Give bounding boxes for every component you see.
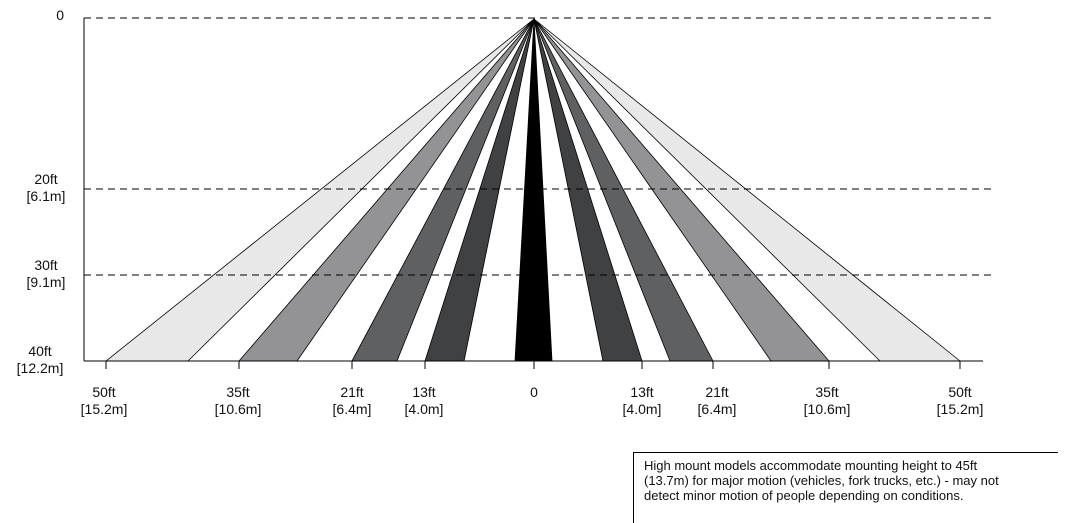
distance-ticks	[105, 361, 961, 369]
distance-label: 0	[530, 384, 538, 400]
height-labels: 0 20ft [6.1m] 30ft [9.1m] 40ft [12.2m]	[17, 7, 66, 376]
height-label-line: 20ft	[34, 171, 57, 187]
distance-label-line: [15.2m]	[81, 401, 128, 417]
distance-label-line: 13ft	[412, 384, 435, 400]
note-line: (13.7m) for major motion (vehicles, fork…	[644, 473, 999, 488]
distance-label-line: [6.4m]	[333, 401, 372, 417]
distance-label-line: 50ft	[948, 384, 971, 400]
height-label: 0	[56, 7, 64, 23]
note-line: High mount models accommodate mounting h…	[644, 458, 978, 473]
distance-label: 50ft [15.2m]	[937, 384, 984, 417]
note-line: detect minor motion of people depending …	[644, 488, 964, 503]
distance-label: 21ft [6.4m]	[333, 384, 372, 417]
distance-label: 21ft [6.4m]	[698, 384, 737, 417]
distance-label-line: [4.0m]	[405, 401, 444, 417]
mounting-note: High mount models accommodate mounting h…	[633, 452, 1058, 523]
distance-label-line: 21ft	[705, 384, 728, 400]
distance-label: 35ft [10.6m]	[804, 384, 851, 417]
height-guide-lines	[84, 17, 993, 276]
distance-label-line: [4.0m]	[623, 401, 662, 417]
distance-label: 13ft [4.0m]	[623, 384, 662, 417]
distance-label-line: 13ft	[630, 384, 653, 400]
height-label-line: [9.1m]	[27, 274, 66, 290]
distance-label-line: [10.6m]	[215, 401, 262, 417]
height-label-line: 30ft	[34, 257, 57, 273]
height-label: 40ft [12.2m]	[17, 343, 64, 376]
distance-label: 35ft [10.6m]	[215, 384, 262, 417]
distance-label-line: 21ft	[340, 384, 363, 400]
distance-label-line: 35ft	[226, 384, 249, 400]
distance-label: 50ft [15.2m]	[81, 384, 128, 417]
distance-label-line: 35ft	[815, 384, 838, 400]
distance-label-line: 0	[530, 384, 538, 400]
distance-labels: 50ft [15.2m]35ft [10.6m]21ft [6.4m]13ft [4.0…	[81, 384, 984, 417]
distance-label-line: [6.4m]	[698, 401, 737, 417]
height-label-line: 0	[56, 7, 64, 23]
height-label: 30ft [9.1m]	[27, 257, 66, 290]
height-label-line: [12.2m]	[17, 360, 64, 376]
distance-label-line: [15.2m]	[937, 401, 984, 417]
distance-label-line: 50ft	[92, 384, 115, 400]
distance-label-line: [10.6m]	[804, 401, 851, 417]
height-label-line: [6.1m]	[27, 188, 66, 204]
distance-label: 13ft [4.0m]	[405, 384, 444, 417]
coverage-zones	[105, 18, 961, 362]
height-label-line: 40ft	[28, 343, 51, 359]
height-label: 20ft [6.1m]	[27, 171, 66, 204]
